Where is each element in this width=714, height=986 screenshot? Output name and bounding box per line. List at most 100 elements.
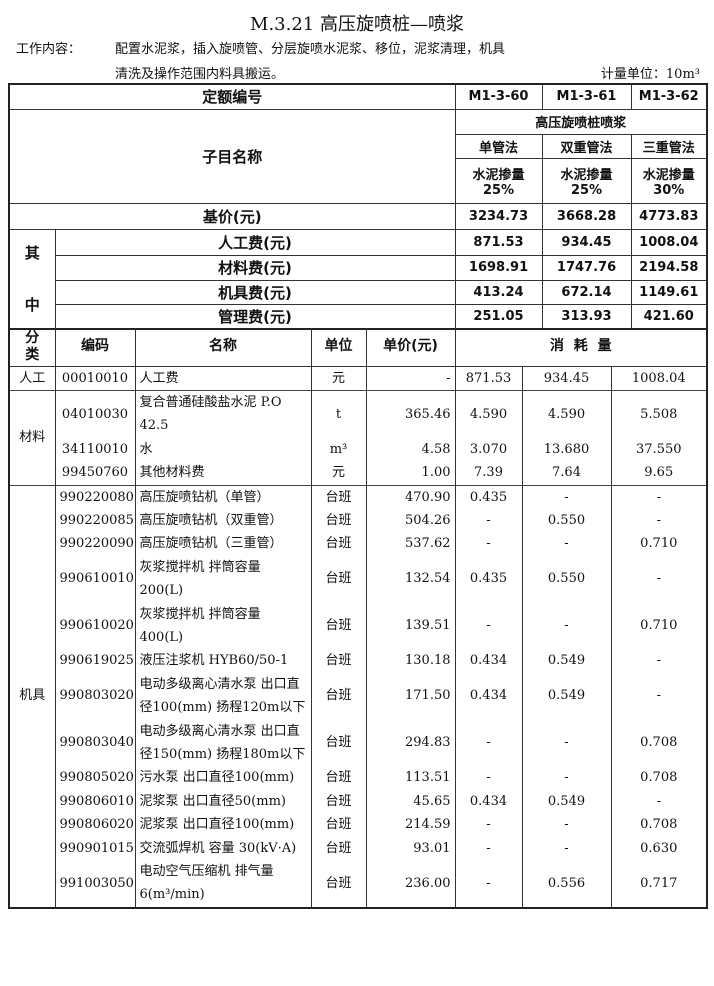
unit-cell: 台班 [310, 508, 367, 533]
category-cell: 机具 [8, 484, 56, 908]
price-cell: 132.54 [365, 555, 456, 603]
work-content-line1: 配置水泥浆，插入旋喷管、分层旋喷水泥浆、移位，泥浆清理，机具 [115, 42, 506, 57]
price-cell: 470.90 [365, 484, 456, 509]
price-cell: 45.65 [365, 789, 456, 814]
price-cell: 236.00 [365, 860, 456, 908]
consumption-cell: - [454, 532, 523, 556]
base-price: 3234.73 [454, 202, 543, 230]
name-cell: 水 [134, 437, 312, 462]
table-row: 34110010 水 m³ 4.58 3.070 13.680 37.550 [9, 437, 708, 462]
unit-cell: t [310, 389, 367, 438]
price-cell: 4.58 [365, 437, 456, 462]
item-group: 高压旋喷桩喷浆 [454, 108, 708, 135]
price-cell: 130.18 [365, 649, 456, 673]
table-row: 990220090 高压旋喷钻机（三重管） 台班 537.62- -0.710 [9, 532, 708, 556]
price-cell: 139.51 [365, 602, 456, 650]
name-cell: 高压旋喷钻机（三重管） [134, 532, 312, 556]
category-header: 分类 [8, 328, 56, 367]
of-which-label: 其中 [8, 228, 56, 330]
consumption-cell: - [521, 719, 612, 767]
consumption-cell: 13.680 [521, 437, 612, 462]
code-cell: 34110010 [54, 437, 136, 462]
cost-label: 机具费(元) [54, 279, 456, 305]
unit-cell: 台班 [310, 813, 367, 837]
unit-cell: 台班 [310, 860, 367, 908]
table-row: 990805020 污水泵 出口直径100(mm) 台班 113.51- -0.708 [9, 766, 708, 790]
consumption-cell: - [454, 508, 523, 533]
cost-value: 672.14 [541, 279, 632, 305]
table-row: 990610020 灰浆搅拌机 拌筒容量 400(L) 台班 139.51- -0.71… [9, 602, 708, 650]
price-cell: 294.83 [365, 719, 456, 767]
consumption-cell: 0.717 [610, 860, 708, 908]
consumption-cell: 0.708 [610, 719, 708, 767]
consumption-cell: - [454, 813, 523, 837]
category-cell: 人工 [8, 365, 56, 391]
code-cell: 990803040 [54, 719, 136, 767]
table-row: 机具 990220080 高压旋喷钻机（单管） 台班 470.90 0.435- - [8, 484, 708, 908]
unit-cell: 台班 [310, 555, 367, 603]
consumption-cell: - [610, 649, 708, 673]
table-row: 990803040 电动多级离心清水泵 出口直径150(mm) 扬程180m以下台… [9, 719, 708, 767]
table-row: 990901015 交流弧焊机 容量 30(kV·A) 台班 93.01- -0.630 [9, 836, 708, 861]
consumption-cell: - [454, 860, 523, 908]
name-cell: 灰浆搅拌机 拌筒容量 400(L) [134, 602, 312, 650]
table-row: 990610010 灰浆搅拌机 拌筒容量 200(L) 台班 132.54 0.435 0… [9, 555, 708, 603]
code-cell: 04010030 [54, 389, 136, 438]
name-cell: 灰浆搅拌机 拌筒容量 200(L) [134, 555, 312, 603]
consumption-cell: - [610, 555, 708, 603]
consumption-cell: 5.508 [610, 389, 708, 438]
consumption-cell: 7.64 [521, 461, 612, 486]
unit-header: 单位 [310, 328, 367, 367]
consumption-cell: 0.435 [454, 555, 523, 603]
consumption-cell: 871.53 [454, 365, 523, 391]
consumption-cell: 0.434 [454, 672, 523, 720]
unit-cell: 元 [310, 365, 367, 391]
consumption-cell: 0.434 [454, 649, 523, 673]
consumption-cell: - [610, 789, 708, 814]
code-cell: 990220080 [54, 484, 136, 509]
table-row: 990806010 泥浆泵 出口直径50(mm) 台班 45.65 0.434 0.549… [9, 789, 708, 814]
unit-cell: 台班 [310, 719, 367, 767]
item-name-label: 子目名称 [8, 108, 456, 204]
unit-cell: 台班 [310, 649, 367, 673]
name-cell: 交流弧焊机 容量 30(kV·A) [134, 836, 312, 861]
quota-no: M1-3-62 [630, 83, 708, 110]
consumption-cell: 0.434 [454, 789, 523, 814]
consumption-cell: - [521, 484, 612, 509]
unit-cell: 台班 [310, 766, 367, 790]
code-cell: 990610010 [54, 555, 136, 603]
price-cell: 537.62 [365, 532, 456, 556]
base-price-label: 基价(元) [8, 202, 456, 230]
consumption-cell: 0.550 [521, 555, 612, 603]
consumption-cell: 0.435 [454, 484, 523, 509]
code-cell: 991003050 [54, 860, 136, 908]
code-cell: 990610020 [54, 602, 136, 650]
page-title: M.3.21 高压旋喷桩—喷浆 [250, 14, 464, 35]
cement-rate: 水泥掺量 25% [541, 157, 632, 204]
consumption-cell: 3.070 [454, 437, 523, 462]
consumption-cell: - [610, 484, 708, 509]
price-cell: 93.01 [365, 836, 456, 861]
name-cell: 液压注浆机 HYB60/50-1 [134, 649, 312, 673]
code-cell: 99450760 [54, 461, 136, 486]
price-cell: 171.50 [365, 672, 456, 720]
cost-value: 1008.04 [630, 228, 708, 256]
name-header: 名称 [134, 328, 312, 367]
base-price: 3668.28 [541, 202, 632, 230]
consumption-cell: - [610, 672, 708, 720]
price-header: 单价(元) [365, 328, 456, 367]
price-cell: 214.59 [365, 813, 456, 837]
table-row: 991003050 电动空气压缩机 排气量6(m³/min) 台班 236.00-0.… [9, 860, 708, 908]
unit-cell: 台班 [310, 672, 367, 720]
unit-cell: 台班 [310, 789, 367, 814]
category-cell: 材料 [8, 389, 56, 486]
unit-cell: 元 [310, 461, 367, 486]
table-row: 材料 04010030 复合普通硅酸盐水泥 P.O 42.5 t 365.46 4.590… [8, 389, 708, 486]
cost-value: 251.05 [454, 303, 543, 330]
price-cell: 113.51 [365, 766, 456, 790]
price-cell: 504.26 [365, 508, 456, 533]
unit-cell: 台班 [310, 602, 367, 650]
name-cell: 其他材料费 [134, 461, 312, 486]
name-cell: 泥浆泵 出口直径50(mm) [134, 789, 312, 814]
name-cell: 人工费 [134, 365, 312, 391]
